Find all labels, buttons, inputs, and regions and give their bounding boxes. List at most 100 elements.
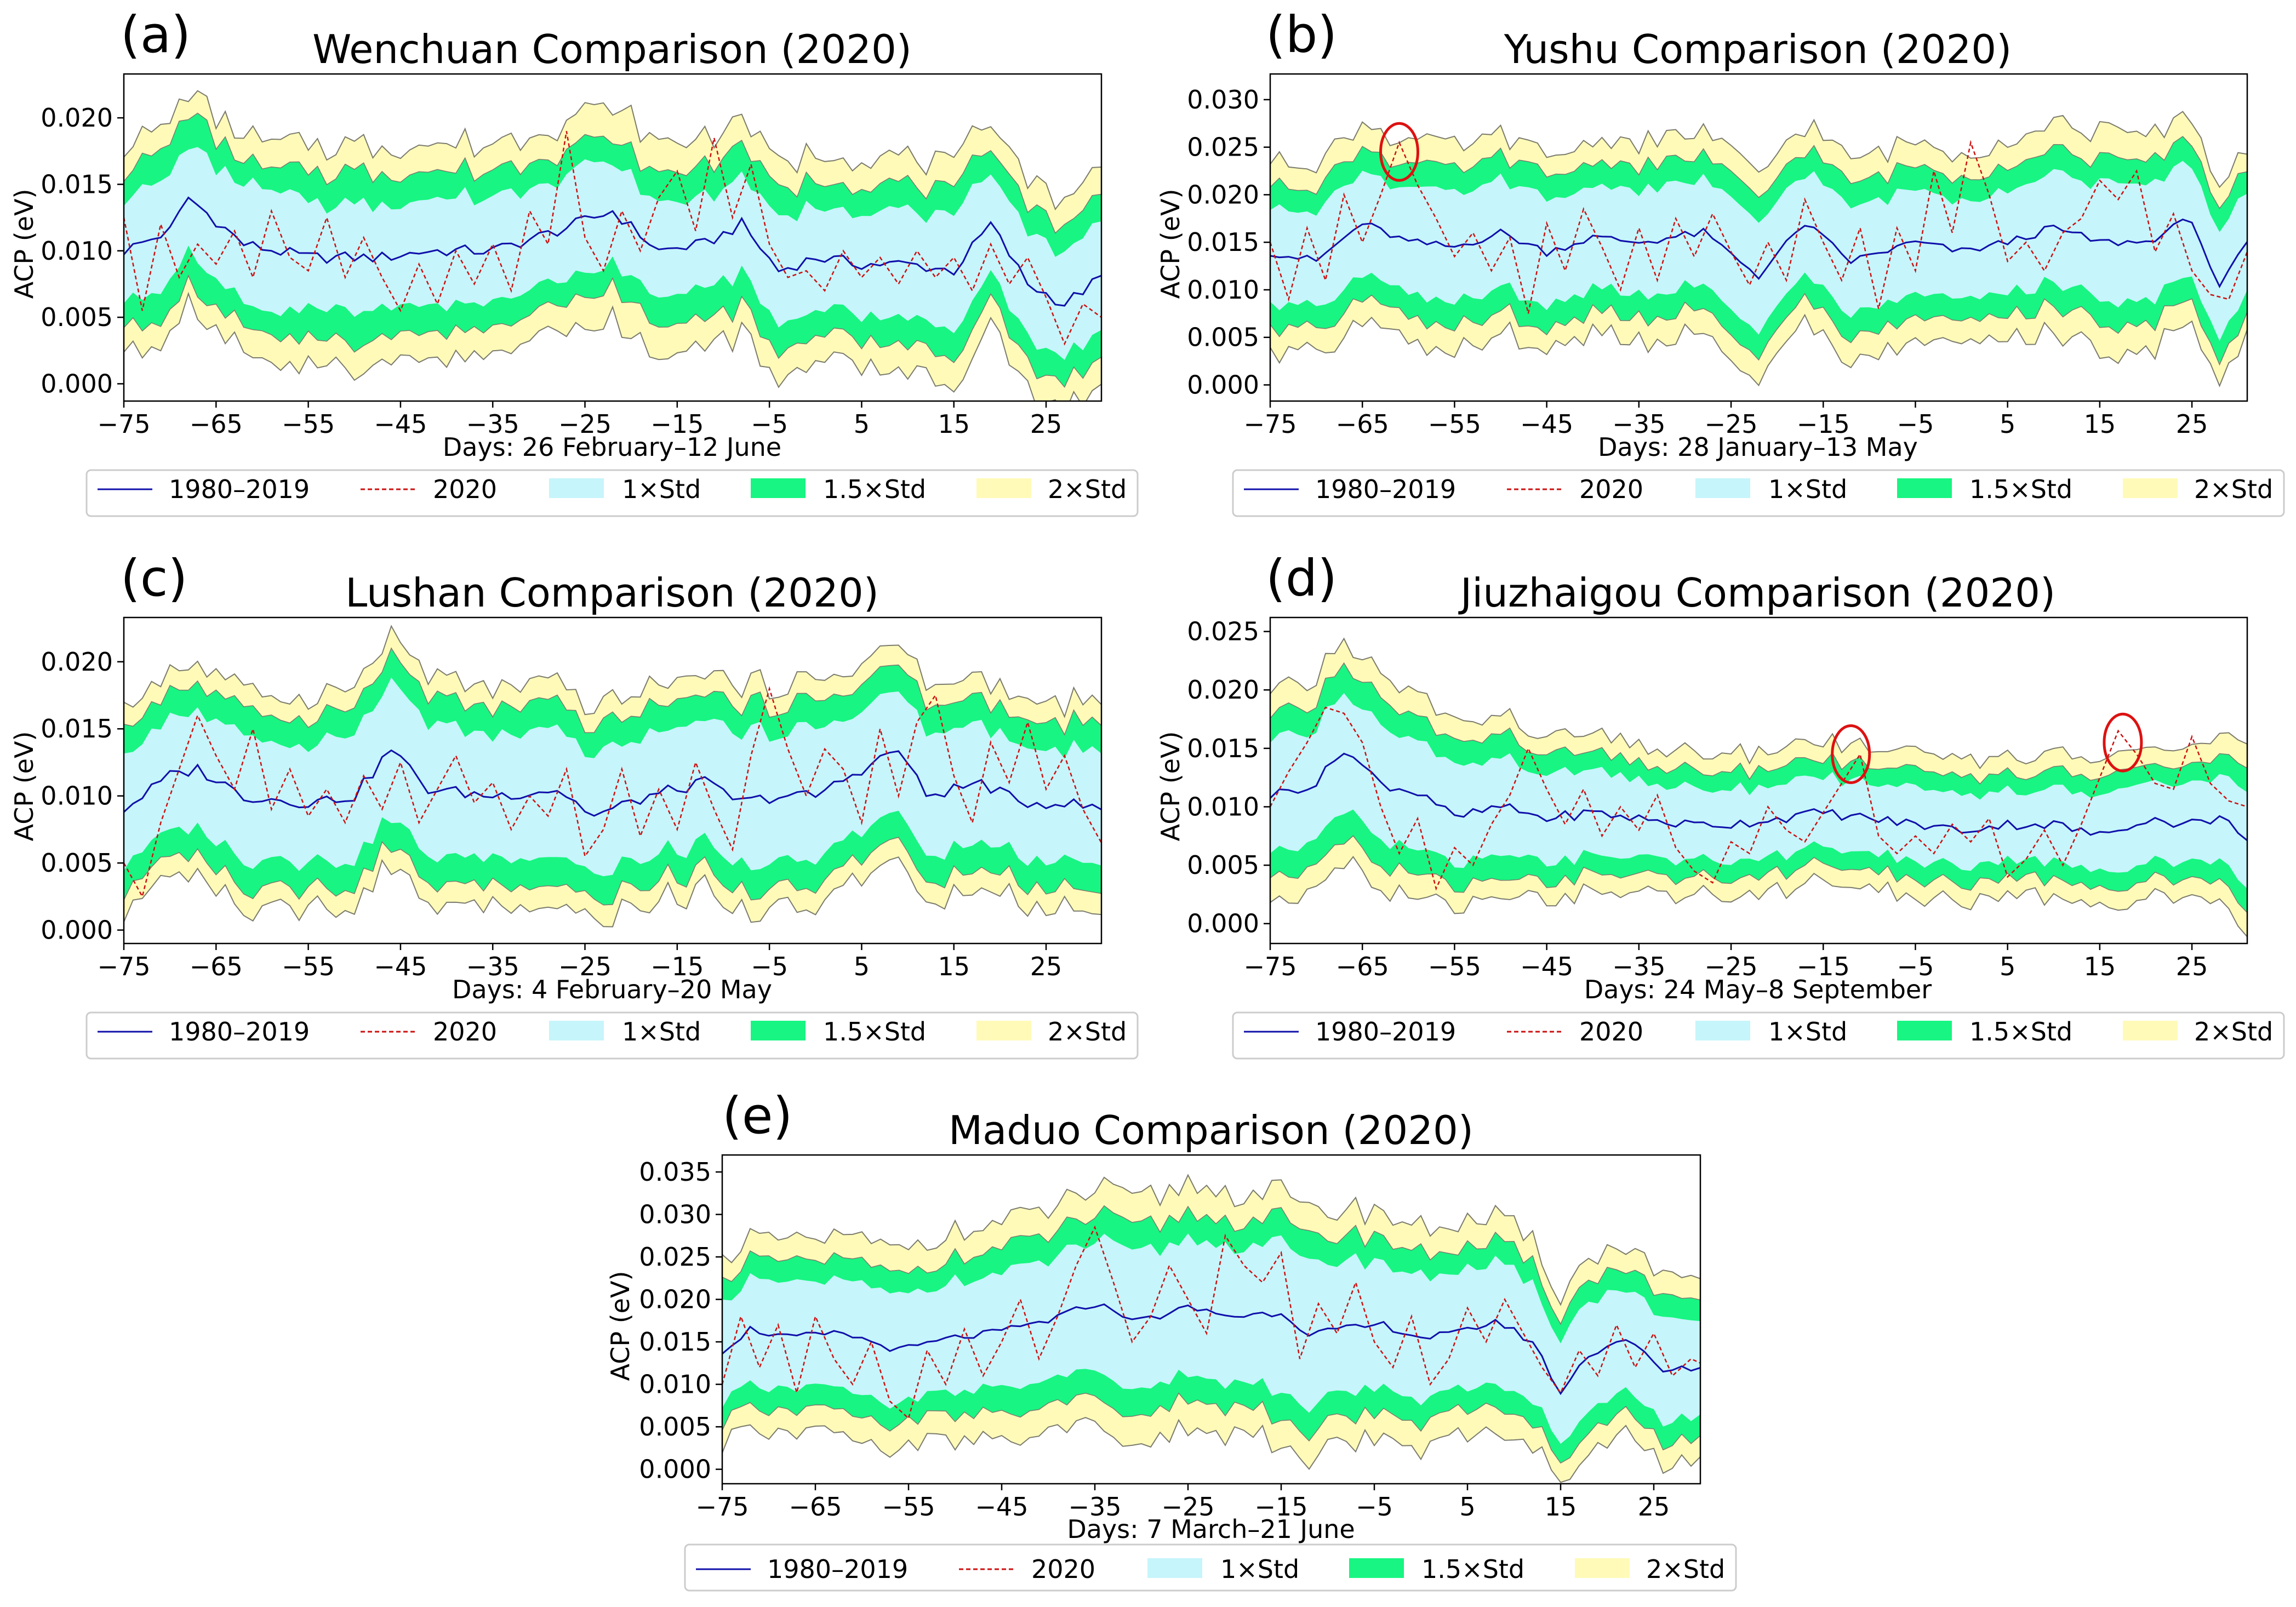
y-tick-label: 0.000 <box>41 369 113 398</box>
chart-title-b: Yushu Comparison (2020) <box>1504 26 2012 72</box>
panel-c: (c) Lushan Comparison (2020) ACP (eV) Da… <box>9 549 1139 1060</box>
x-tick-label: −75 <box>97 952 150 981</box>
y-tick-label: 0.010 <box>1187 792 1259 821</box>
highlight-circle-d-2 <box>2103 712 2143 773</box>
y-tick-label: 0.035 <box>639 1157 711 1187</box>
legend-c: 1980–2019 2020 1×Std 1.5×Std 2×Std <box>85 1011 1139 1060</box>
legend-label-mean: 1980–2019 <box>169 474 310 504</box>
x-tick-label: −45 <box>975 1492 1028 1522</box>
y-tick-label: 0.010 <box>41 781 113 811</box>
y-axis-label-d: ACP (eV) <box>1156 731 1185 842</box>
x-tick-label: 15 <box>1545 1492 1577 1522</box>
series-line-2020 <box>1270 706 2247 891</box>
x-tick-label: −5 <box>751 952 788 981</box>
y-tick-label: 0.010 <box>41 236 113 266</box>
legend-label-mean: 1980–2019 <box>1315 1017 1456 1046</box>
band-1std <box>124 677 1101 877</box>
x-tick-label: 25 <box>1030 952 1063 981</box>
x-axis-label-b: Days: 28 January–13 May <box>1598 432 1918 462</box>
y-axis-label-e: ACP (eV) <box>606 1271 635 1381</box>
plot-area-b <box>1270 111 2247 387</box>
x-tick-label: −35 <box>1612 409 1665 439</box>
x-tick-label: −25 <box>1161 1492 1214 1522</box>
legend-label-2std: 2×Std <box>2194 474 2273 504</box>
series-line-2020 <box>722 1225 1700 1420</box>
x-tick-label: 25 <box>2176 409 2208 439</box>
series-line-2020 <box>124 686 1101 899</box>
legend-label-2std: 2×Std <box>1646 1554 1725 1584</box>
x-tick-label: 5 <box>2000 409 2015 439</box>
x-tick-label: 15 <box>938 409 970 439</box>
legend-swatch-1std <box>1147 1558 1202 1578</box>
legend-label-1std: 1×Std <box>622 474 701 504</box>
chart-title-a: Wenchuan Comparison (2020) <box>312 26 912 72</box>
legend-swatch-15std <box>1897 478 1952 498</box>
x-tick-label: −65 <box>190 409 243 439</box>
y-tick-label: 0.020 <box>639 1285 711 1314</box>
panel-label-a: (a) <box>121 5 191 64</box>
x-tick-label: 5 <box>854 409 870 439</box>
y-tick-label: 0.005 <box>1187 850 1259 880</box>
x-tick-label: −75 <box>97 409 150 439</box>
legend-label-1std: 1×Std <box>1220 1554 1299 1584</box>
y-tick-label: 0.025 <box>639 1242 711 1272</box>
x-tick-label: −15 <box>650 952 704 981</box>
x-tick-label: −5 <box>1897 952 1934 981</box>
legend-a: 1980–2019 2020 1×Std 1.5×Std 2×Std <box>85 469 1139 517</box>
x-tick-label: 25 <box>1030 409 1063 439</box>
y-tick-label: 0.005 <box>41 302 113 332</box>
legend-swatch-15std <box>1349 1558 1404 1578</box>
y-tick-label: 0.015 <box>41 169 113 199</box>
panel-label-c: (c) <box>121 549 187 608</box>
y-tick-label: 0.015 <box>639 1327 711 1357</box>
y-tick-label: 0.020 <box>41 647 113 677</box>
series-line-1980-2019 <box>1270 218 2247 289</box>
panel-d: (d) Jiuzhaigou Comparison (2020) ACP (eV… <box>1156 549 2285 1060</box>
y-tick-label: 0.010 <box>1187 275 1259 305</box>
y-tick-label: 0.025 <box>1187 617 1259 647</box>
x-tick-label: −25 <box>1704 952 1757 981</box>
legend-swatch-1std <box>549 1021 604 1040</box>
x-tick-label: −75 <box>695 1492 749 1522</box>
y-tick-label: 0.005 <box>1187 323 1259 352</box>
legend-d: 1980–2019 2020 1×Std 1.5×Std 2×Std <box>1232 1011 2285 1060</box>
legend-label-2std: 2×Std <box>1048 474 1127 504</box>
y-tick-label: 0.020 <box>41 103 113 133</box>
legend-label-2020: 2020 <box>1031 1554 1095 1584</box>
legend-label-15std: 1.5×Std <box>1969 474 2072 504</box>
legend-label-2020: 2020 <box>1579 474 1643 504</box>
legend-box <box>1232 469 2285 517</box>
x-tick-label: −25 <box>1704 409 1757 439</box>
legend-box <box>1232 1011 2285 1060</box>
x-tick-label: −45 <box>1520 952 1573 981</box>
y-tick-label: 0.020 <box>1187 675 1259 705</box>
legend-label-mean: 1980–2019 <box>169 1017 310 1046</box>
y-tick-label: 0.015 <box>1187 734 1259 763</box>
plot-area-e <box>722 1174 1700 1483</box>
y-tick-label: 0.030 <box>1187 85 1259 115</box>
highlight-circle-b-1 <box>1379 122 1419 182</box>
legend-label-1std: 1×Std <box>1768 474 1847 504</box>
x-tick-label: −25 <box>558 952 612 981</box>
legend-swatch-15std <box>1897 1021 1952 1040</box>
x-tick-label: −45 <box>374 952 427 981</box>
legend-e: 1980–2019 2020 1×Std 1.5×Std 2×Std <box>684 1543 1737 1592</box>
x-tick-label: −75 <box>1243 409 1297 439</box>
y-tick-label: 0.000 <box>1187 370 1259 399</box>
x-tick-label: 15 <box>2084 409 2116 439</box>
legend-label-1std: 1×Std <box>622 1017 701 1046</box>
x-tick-label: −55 <box>282 409 335 439</box>
x-tick-label: −5 <box>751 409 788 439</box>
y-axis-label-b: ACP (eV) <box>1156 189 1185 299</box>
x-tick-label: 5 <box>854 952 870 981</box>
legend-label-mean: 1980–2019 <box>1315 474 1456 504</box>
x-tick-label: −65 <box>1336 409 1389 439</box>
x-tick-label: 25 <box>1638 1492 1670 1522</box>
plot-frame-d <box>1269 616 2248 945</box>
band-1std <box>722 1233 1700 1444</box>
x-tick-label: −65 <box>789 1492 842 1522</box>
y-tick-label: 0.015 <box>41 714 113 744</box>
legend-label-2020: 2020 <box>433 474 497 504</box>
x-tick-label: −35 <box>1612 952 1665 981</box>
x-tick-label: −5 <box>1356 1492 1393 1522</box>
